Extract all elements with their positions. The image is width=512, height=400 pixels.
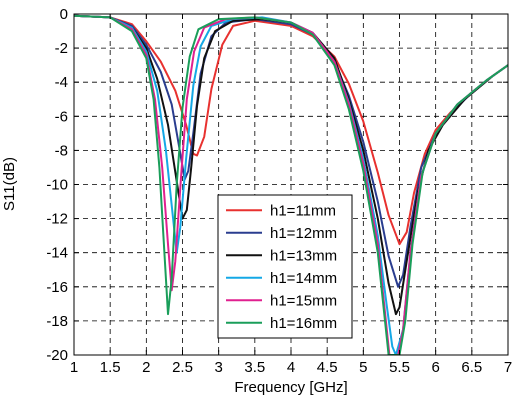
y-tick-label: -16 bbox=[46, 279, 68, 296]
y-tick-label: -14 bbox=[46, 245, 68, 262]
x-tick-label: 2 bbox=[142, 359, 150, 376]
y-tick-label: 0 bbox=[60, 6, 68, 23]
y-tick-label: -10 bbox=[46, 177, 68, 194]
x-tick-label: 2.5 bbox=[172, 359, 193, 376]
y-tick-label: -2 bbox=[55, 40, 68, 57]
series-line-1 bbox=[74, 14, 508, 246]
y-tick-label: -4 bbox=[55, 74, 68, 91]
y-tick-label: -8 bbox=[55, 142, 68, 159]
y-axis-title: S11(dB) bbox=[1, 157, 18, 211]
x-tick-label: 3.5 bbox=[244, 359, 265, 376]
x-tick-label: 5.5 bbox=[389, 359, 410, 376]
x-tick-label: 4.5 bbox=[317, 359, 338, 376]
legend-label-1: h1=11mm bbox=[270, 202, 336, 219]
x-tick-label: 6 bbox=[431, 359, 439, 376]
x-tick-label: 3 bbox=[214, 359, 222, 376]
legend-box bbox=[217, 194, 353, 339]
legend-label-3: h1=13mm bbox=[270, 247, 337, 264]
series-line-6 bbox=[74, 14, 508, 355]
legend-label-5: h1=15mm bbox=[270, 292, 337, 309]
x-tick-label: 5 bbox=[359, 359, 367, 376]
grid-lines bbox=[74, 14, 508, 355]
legend-label-4: h1=14mm bbox=[270, 270, 337, 287]
legend-label-6: h1=16mm bbox=[270, 315, 337, 332]
axis-ticks: 1 1.5 2 2.5 3 3.5 4 4.5 5 5.5 6 6.5 7 0 -2 -4 -6 -8 -10 -12… bbox=[46, 6, 512, 376]
y-tick-label: -6 bbox=[55, 108, 68, 125]
x-tick-label: 1 bbox=[70, 359, 78, 376]
x-tick-label: 1.5 bbox=[100, 359, 121, 376]
y-tick-label: -18 bbox=[46, 313, 68, 330]
series-lines bbox=[74, 14, 508, 355]
x-tick-label: 6.5 bbox=[461, 359, 482, 376]
x-tick-label: 7 bbox=[504, 359, 512, 376]
y-tick-label: -12 bbox=[46, 211, 68, 228]
x-axis-title: Frequency [GHz] bbox=[234, 379, 347, 396]
legend-label-2: h1=12mm bbox=[270, 225, 337, 242]
y-tick-label: -20 bbox=[46, 347, 68, 364]
legend: h1=11mm h1=12mm h1=13mm h1=14mm h1=15mm h1=16… bbox=[217, 194, 353, 339]
x-tick-label: 4 bbox=[287, 359, 295, 376]
